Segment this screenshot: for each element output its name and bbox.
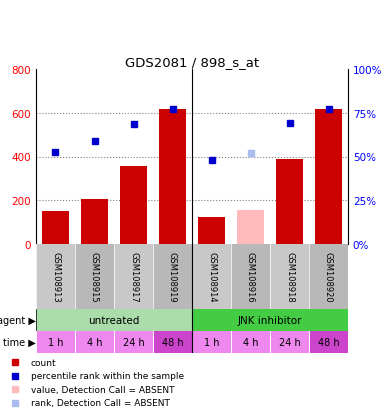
- Bar: [36, 309, 192, 331]
- Bar: [153, 244, 192, 309]
- Bar: [42, 212, 69, 244]
- Text: GSM108916: GSM108916: [246, 252, 255, 302]
- Text: agent ▶: agent ▶: [0, 315, 36, 325]
- Bar: [192, 331, 231, 353]
- Text: GSM108918: GSM108918: [285, 252, 294, 302]
- Bar: [153, 331, 192, 353]
- Text: untreated: untreated: [88, 315, 140, 325]
- Text: time ▶: time ▶: [3, 337, 36, 347]
- Text: rank, Detection Call = ABSENT: rank, Detection Call = ABSENT: [31, 399, 170, 408]
- Bar: [309, 331, 348, 353]
- Bar: [231, 244, 270, 309]
- Text: 48 h: 48 h: [318, 337, 339, 347]
- Bar: [315, 110, 342, 244]
- Text: JNK inhibitor: JNK inhibitor: [238, 315, 302, 325]
- Bar: [75, 244, 114, 309]
- Bar: [81, 199, 108, 244]
- Bar: [192, 309, 348, 331]
- Text: 4 h: 4 h: [87, 337, 102, 347]
- Bar: [237, 211, 264, 244]
- Bar: [270, 331, 309, 353]
- Text: value, Detection Call = ABSENT: value, Detection Call = ABSENT: [31, 385, 174, 394]
- Title: GDS2081 / 898_s_at: GDS2081 / 898_s_at: [125, 56, 259, 69]
- Bar: [114, 244, 153, 309]
- Bar: [192, 244, 231, 309]
- Bar: [231, 331, 270, 353]
- Text: GSM108914: GSM108914: [207, 252, 216, 302]
- Text: GSM108915: GSM108915: [90, 252, 99, 302]
- Text: 48 h: 48 h: [162, 337, 183, 347]
- Text: 4 h: 4 h: [243, 337, 258, 347]
- Text: 24 h: 24 h: [279, 337, 300, 347]
- Bar: [120, 167, 147, 244]
- Bar: [276, 159, 303, 244]
- Bar: [36, 244, 75, 309]
- Bar: [159, 110, 186, 244]
- Bar: [198, 218, 225, 244]
- Text: count: count: [31, 358, 57, 367]
- Text: 1 h: 1 h: [48, 337, 63, 347]
- Text: percentile rank within the sample: percentile rank within the sample: [31, 371, 184, 380]
- Bar: [309, 244, 348, 309]
- Bar: [270, 244, 309, 309]
- Text: 24 h: 24 h: [123, 337, 144, 347]
- Text: GSM108913: GSM108913: [51, 252, 60, 302]
- Bar: [36, 331, 75, 353]
- Bar: [75, 331, 114, 353]
- Text: GSM108917: GSM108917: [129, 252, 138, 302]
- Text: GSM108920: GSM108920: [324, 252, 333, 302]
- Bar: [114, 331, 153, 353]
- Text: GSM108919: GSM108919: [168, 252, 177, 302]
- Text: 1 h: 1 h: [204, 337, 219, 347]
